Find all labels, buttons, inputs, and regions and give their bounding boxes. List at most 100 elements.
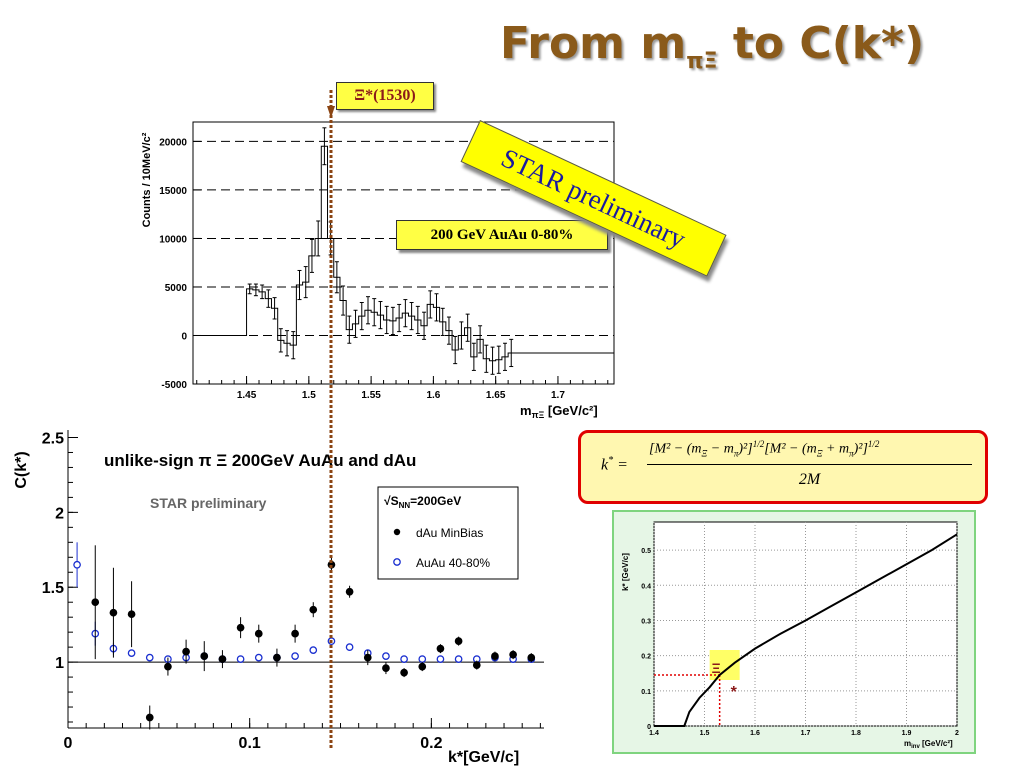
legend-box	[377, 486, 519, 580]
dau-point	[127, 610, 136, 619]
slide-title: From mπΞ to C(k*)	[500, 18, 1010, 88]
title-subscript: πΞ	[686, 48, 718, 74]
title-text: From m	[500, 18, 687, 69]
auau-point	[73, 560, 81, 569]
dau-point	[164, 662, 172, 671]
correlation-y-tick-label: 2.5	[42, 430, 64, 447]
inset-star-mark: *	[731, 684, 738, 701]
dau-point	[509, 650, 517, 659]
dau-point	[345, 587, 354, 596]
kstar-formula-box: k* = [M² − (mΞ − mπ)²]1/2[M² − (mΞ + mπ)…	[578, 430, 988, 504]
histogram-x-label: mπΞ [GeV/c²]	[520, 403, 598, 420]
histogram-y-tick-label: 0	[181, 331, 187, 342]
inset-x-ticks: 1.4 1.5 1.6 1.7 1.8 1.9 2	[649, 730, 959, 737]
dau-point	[382, 664, 390, 672]
inset-y-tick-label: 0.3	[641, 618, 651, 625]
histogram-x-tick-label: 1.7	[551, 390, 565, 401]
dau-point	[472, 661, 481, 669]
auau-point	[309, 646, 318, 654]
correlation-legend: √SNN=200GeV dAu MinBias AuAu 40-80%	[377, 486, 519, 580]
inset-x-tick-label: 1.4	[649, 730, 659, 737]
inset-x-label: minv [GeV/c²]	[904, 739, 953, 750]
correlation-x-tick-label: 0.2	[420, 735, 442, 752]
histogram-y-tick-label: 15000	[159, 186, 187, 197]
histogram-outline	[193, 145, 614, 362]
formula-denominator: 2M	[798, 471, 821, 488]
formula-fraction-bar	[647, 464, 972, 465]
histogram-y-tick-label: 10000	[159, 234, 187, 245]
histogram-y-label: Counts / 10MeV/c²	[141, 132, 153, 227]
correlation-y-tick-label: 2	[55, 505, 64, 522]
dau-point	[91, 598, 100, 607]
auau-point	[236, 655, 245, 663]
inset-y-tick-label: 0.2	[641, 654, 651, 661]
inset-y-tick-label: 0.4	[641, 583, 651, 590]
dau-point	[400, 668, 408, 677]
inset-x-tick-label: 1.5	[700, 730, 710, 737]
dau-point	[491, 652, 499, 660]
dau-point	[145, 713, 154, 722]
kstar-curve	[654, 533, 958, 727]
histogram-bins	[193, 127, 614, 375]
correlation-y-label: C(k*)	[13, 451, 30, 488]
correlation-points	[73, 542, 536, 730]
auau-point	[145, 653, 154, 662]
dau-point	[109, 608, 118, 617]
histogram-y-tick-label: 20000	[159, 137, 187, 148]
correlation-title: unlike-sign π Ξ 200GeV AuAu and dAu	[104, 451, 416, 470]
legend-marker-auau	[393, 558, 401, 566]
legend-marker-dau	[393, 528, 401, 536]
formula-lhs: k* =	[601, 455, 628, 474]
star-preliminary-watermark: STAR preliminary	[150, 495, 267, 511]
correlation-x-tick-label: 0	[64, 735, 73, 752]
auau-point	[454, 655, 463, 663]
inset-x-tick-label: 1.6	[750, 730, 760, 737]
correlation-x-ticks: 0 0.1 0.2	[64, 718, 541, 752]
formula-numerator: [M² − (mΞ − mπ)²]1/2[M² − (mΞ + mπ)²]1/2	[649, 439, 880, 459]
kstar-vs-minv-plot: 00.10.20.30.40.5 1.4 1.5 1.6 1.7 1.8 1.9 2 Ξ* …	[621, 521, 959, 750]
dau-point	[291, 629, 299, 638]
inset-y-label: k* [GeV/c]	[621, 553, 630, 591]
auau-point	[345, 643, 354, 651]
dau-point	[363, 653, 372, 662]
histogram-x-tick-label: 1.65	[486, 390, 506, 401]
inset-x-tick-label: 1.7	[801, 730, 811, 737]
histogram-x-tick-label: 1.6	[426, 390, 440, 401]
xi-star-label: Ξ*(1530)	[336, 82, 434, 110]
legend-label-dau: dAu MinBias	[416, 526, 483, 540]
dau-point	[218, 655, 227, 663]
inset-y-tick-label: 0.5	[641, 548, 651, 555]
auau-point	[382, 652, 390, 660]
auau-point	[127, 649, 136, 657]
correlation-y-tick-label: 1	[55, 655, 64, 672]
dau-point	[309, 605, 318, 614]
correlation-plot: 1 1.5 2 2.5 0 0.1 0.2 C(k*) k*[GeV/c] unlike-…	[13, 430, 544, 766]
xi-star-arrowhead	[327, 106, 335, 118]
inset-x-tick-label: 1.8	[851, 730, 861, 737]
inset-x-tick-label: 2	[955, 730, 959, 737]
inset-y-tick-label: 0.1	[641, 689, 651, 696]
histogram-x-tick-label: 1.5	[302, 390, 316, 401]
dau-point	[273, 653, 281, 662]
legend-label-auau: AuAu 40-80%	[416, 556, 490, 570]
inset-plot-frame: 0 0.1 0.2 0.3 0.4 0.5 1.4 1.5 1.6 1.7 1.8 1.9 2 Ξ * …	[612, 510, 976, 754]
inset-y-tick-label: 0	[647, 724, 651, 731]
correlation-x-tick-label: 0.1	[239, 735, 261, 752]
auau-point	[436, 655, 445, 663]
histogram-y-ticks: -5000 0 5000 10000 15000 20000	[159, 137, 201, 391]
auau-point	[254, 653, 263, 662]
auau-point	[291, 652, 299, 660]
histogram-y-tick-label: 5000	[165, 283, 188, 294]
histogram-x-ticks: 1.45 1.5 1.55 1.6 1.65 1.7	[196, 376, 609, 401]
dau-point	[182, 647, 190, 656]
inset-xi-label: Ξ	[712, 660, 721, 676]
correlation-y-tick-label: 1.5	[42, 580, 64, 597]
dau-point	[200, 652, 209, 660]
title-rest: to C(k*)	[717, 18, 925, 69]
dau-point	[254, 629, 263, 638]
auau-point	[418, 655, 427, 663]
auau-centrality-label: 200 GeV AuAu 0-80%	[396, 220, 608, 250]
histogram-x-tick-label: 1.45	[237, 390, 257, 401]
histogram-x-tick-label: 1.55	[361, 390, 381, 401]
dau-point	[436, 644, 445, 653]
